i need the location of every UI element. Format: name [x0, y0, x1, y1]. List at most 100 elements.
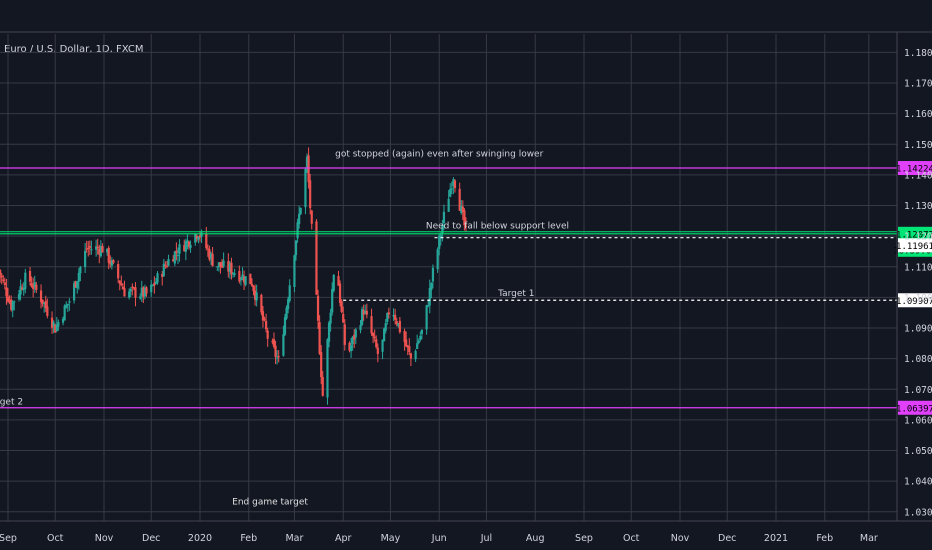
price-label: 1.14224: [896, 165, 932, 175]
candle-body: [362, 310, 365, 315]
candle-body: [176, 254, 180, 256]
candle-body: [331, 289, 334, 313]
candle-body: [283, 317, 287, 335]
candle-body: [449, 188, 452, 197]
candle-body: [263, 318, 266, 320]
candle-body: [403, 331, 406, 343]
candle-body: [128, 291, 131, 298]
candle-body: [282, 334, 285, 356]
candle-body: [151, 284, 154, 286]
candle-body: [408, 346, 411, 352]
candle-body: [406, 345, 409, 348]
candle-body: [464, 225, 468, 227]
annotation-text: Target 2: [0, 398, 23, 408]
candle-body: [76, 281, 79, 289]
candle-body: [430, 283, 433, 291]
candle-body: [61, 318, 65, 323]
candle-body: [118, 280, 121, 284]
candle-body: [370, 316, 373, 334]
candle-body: [332, 274, 335, 291]
symbol-title: Euro / U.S. Dollar, 1D, FXCM: [4, 44, 144, 55]
candle-body: [461, 206, 464, 212]
candle-body: [375, 339, 378, 348]
candle-body: [309, 180, 312, 209]
y-tick-label: 1.08000: [904, 354, 932, 365]
candle-body: [162, 263, 165, 277]
candle-body: [123, 288, 126, 297]
candle-body: [296, 222, 299, 239]
candle-body: [32, 285, 35, 289]
candle-body: [109, 260, 112, 265]
candle-body: [110, 260, 113, 266]
candle-body: [326, 339, 329, 398]
candle-body: [266, 330, 269, 339]
last-price-label: 1.11961: [896, 242, 932, 252]
candle-body: [117, 264, 120, 279]
candle-body: [359, 325, 362, 331]
y-tick-label: 1.10000: [904, 293, 932, 304]
candle-body: [13, 301, 16, 303]
candle-body: [219, 262, 222, 267]
candle-body: [288, 285, 291, 302]
candle-body: [74, 281, 77, 288]
x-tick-label: 2021: [764, 533, 788, 544]
candle-body: [239, 279, 243, 281]
candle-body: [387, 312, 390, 315]
candle-body: [264, 320, 268, 330]
candle-body: [46, 306, 49, 316]
candle-body: [3, 282, 6, 286]
y-tick-label: 1.17000: [904, 79, 932, 90]
candle-body: [321, 376, 324, 396]
y-tick-label: 1.09000: [904, 324, 932, 335]
candle-body: [299, 207, 302, 214]
candle-body: [372, 333, 375, 337]
candle-body: [107, 247, 110, 263]
candle-body: [208, 249, 211, 260]
candle-body: [310, 210, 313, 224]
candle-body: [293, 255, 296, 287]
candle-body: [287, 299, 290, 310]
candle-body: [373, 336, 376, 339]
candle-body: [187, 241, 191, 247]
price-label-bg: [898, 293, 932, 308]
candle-body: [90, 249, 93, 251]
candle-body: [315, 221, 318, 295]
candle-body: [338, 283, 342, 303]
candle-body: [428, 288, 431, 306]
candle-body: [200, 232, 203, 237]
candle-body: [384, 323, 387, 331]
x-tick-label: Nov: [671, 533, 690, 544]
candle-body: [394, 314, 397, 320]
x-tick-label: Feb: [816, 533, 833, 544]
price-label: 1.12077: [896, 230, 932, 240]
y-tick-label: 1.18000: [904, 48, 932, 59]
candle-body: [65, 304, 68, 308]
annotation-text: Target 1: [497, 289, 534, 299]
candle-body: [84, 250, 87, 267]
x-tick-label: 2020: [188, 533, 212, 544]
candle-body: [318, 322, 321, 354]
candle-body: [425, 305, 428, 330]
candle-body: [95, 246, 98, 250]
target-box-label: End game target: [232, 497, 308, 507]
candle-body: [88, 246, 91, 248]
candle-body: [106, 248, 109, 253]
y-tick-label: 1.04000: [904, 477, 932, 488]
candle-body: [186, 240, 189, 244]
candle-body: [156, 273, 159, 283]
x-tick-label: Feb: [240, 533, 257, 544]
candle-body: [19, 286, 22, 295]
candle-body: [419, 336, 422, 340]
candle-body: [172, 259, 175, 262]
candle-body: [72, 283, 76, 301]
candle-body: [431, 267, 435, 282]
candle-body: [305, 156, 309, 168]
candle-body: [233, 273, 236, 275]
y-tick-label: 1.07000: [904, 385, 932, 396]
x-tick-label: Apr: [335, 533, 352, 544]
candle-body: [327, 322, 331, 342]
x-tick-label: Jun: [431, 533, 447, 544]
candle-body: [52, 322, 55, 326]
candle-body: [249, 273, 252, 284]
